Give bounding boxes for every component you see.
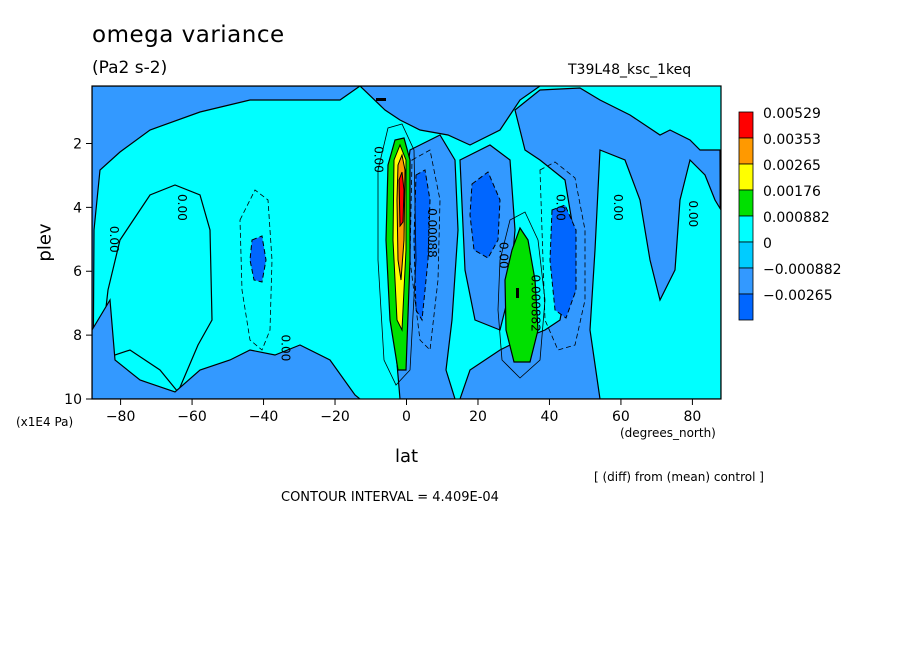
contour-label: 0.00	[371, 146, 385, 173]
contour-label: 0.00	[496, 242, 510, 269]
red-region-equator	[398, 171, 405, 228]
legend-label: −0.000882	[763, 262, 842, 278]
y-tick-label: 10	[64, 392, 82, 408]
dark-blue-core-2	[469, 171, 501, 259]
x-tick-label: 20	[469, 409, 487, 425]
legend-swatch	[738, 163, 754, 191]
blue-region-southwest	[92, 298, 361, 399]
x-axis-label: lat	[395, 446, 419, 467]
x-tick-label: 40	[541, 409, 559, 425]
small-dash-30n	[516, 288, 519, 298]
legend-swatch	[738, 215, 754, 243]
x-tick-label: −80	[106, 409, 136, 425]
y-tick-label: 8	[73, 328, 82, 344]
x-units-label: (degrees_north)	[620, 426, 716, 440]
y-axis: 2 4 6 8 10	[64, 136, 92, 408]
legend-label: 0.00265	[763, 158, 821, 174]
x-tick-label: −40	[249, 409, 279, 425]
run-label: T39L48_ksc_1keq	[568, 62, 692, 78]
cyan-region-east	[589, 149, 721, 399]
dashed-contour-central	[409, 149, 441, 351]
x-axis: −80 −60 −40 −20 0 20 40 60 80	[106, 399, 701, 425]
contour-label: 0.00	[107, 226, 121, 253]
legend-label: 0.00176	[763, 184, 821, 200]
plot-area: 0.00 0.00 0.00 0.00 0.00088 0.00 0.00 0.000882 0…	[92, 86, 721, 399]
cyan-region-west	[99, 184, 213, 394]
y-axis-label: plev	[34, 223, 56, 262]
contour-label: 0.00	[611, 194, 625, 221]
contour-label: 0.00	[278, 335, 292, 362]
y-tick-label: 2	[73, 136, 82, 152]
contour-label: 0.00	[175, 194, 189, 221]
legend-swatch	[738, 241, 754, 269]
x-tick-label: −20	[320, 409, 350, 425]
small-dash-top	[376, 98, 386, 101]
legend-swatch	[738, 267, 754, 295]
y-scale-label: (x1E4 Pa)	[16, 415, 74, 429]
legend: 0.00529 0.00353 0.00265 0.00176 0.000882 0 −0.…	[738, 106, 842, 321]
x-tick-label: 60	[612, 409, 630, 425]
chart-units: (Pa2 s-2)	[92, 58, 168, 78]
x-tick-label: −60	[177, 409, 207, 425]
x-tick-label: 80	[683, 409, 701, 425]
diff-note: [ (diff) from (mean) control ]	[594, 470, 764, 484]
legend-swatch	[738, 293, 754, 321]
legend-label: 0.00353	[763, 132, 821, 148]
legend-swatch	[738, 189, 754, 217]
contour-interval: CONTOUR INTERVAL = 4.409E-04	[281, 490, 499, 505]
contour-label: 0.00088	[425, 208, 439, 258]
contour-label: 0.00	[686, 200, 700, 227]
dashed-contour-west	[239, 189, 273, 351]
dark-blue-core-4	[413, 169, 431, 322]
dashed-contour-east	[539, 161, 586, 351]
y-tick-label: 4	[73, 200, 82, 216]
contour-label: 0.000882	[529, 275, 543, 332]
y-tick-label: 6	[73, 264, 82, 280]
blue-region-central-north	[359, 86, 542, 146]
contour-labels: 0.00 0.00 0.00 0.00 0.00088 0.00 0.00 0.000882 0…	[107, 146, 700, 361]
legend-label: 0.00529	[763, 106, 821, 122]
thin-contour-30n	[497, 211, 546, 379]
legend-swatch	[738, 111, 754, 139]
legend-label: 0.000882	[763, 210, 830, 226]
legend-label: 0	[763, 236, 772, 252]
x-tick-label: 0	[402, 409, 411, 425]
legend-label: −0.00265	[763, 288, 833, 304]
legend-swatch	[738, 137, 754, 165]
green-region-30n	[504, 226, 539, 363]
dark-blue-core-1	[249, 235, 267, 283]
thin-contour-equator	[377, 123, 417, 386]
dark-blue-core-3	[549, 204, 577, 319]
contour-label: 0.00	[554, 194, 568, 221]
blue-region-west	[92, 86, 362, 399]
chart-title: omega variance	[92, 22, 285, 48]
